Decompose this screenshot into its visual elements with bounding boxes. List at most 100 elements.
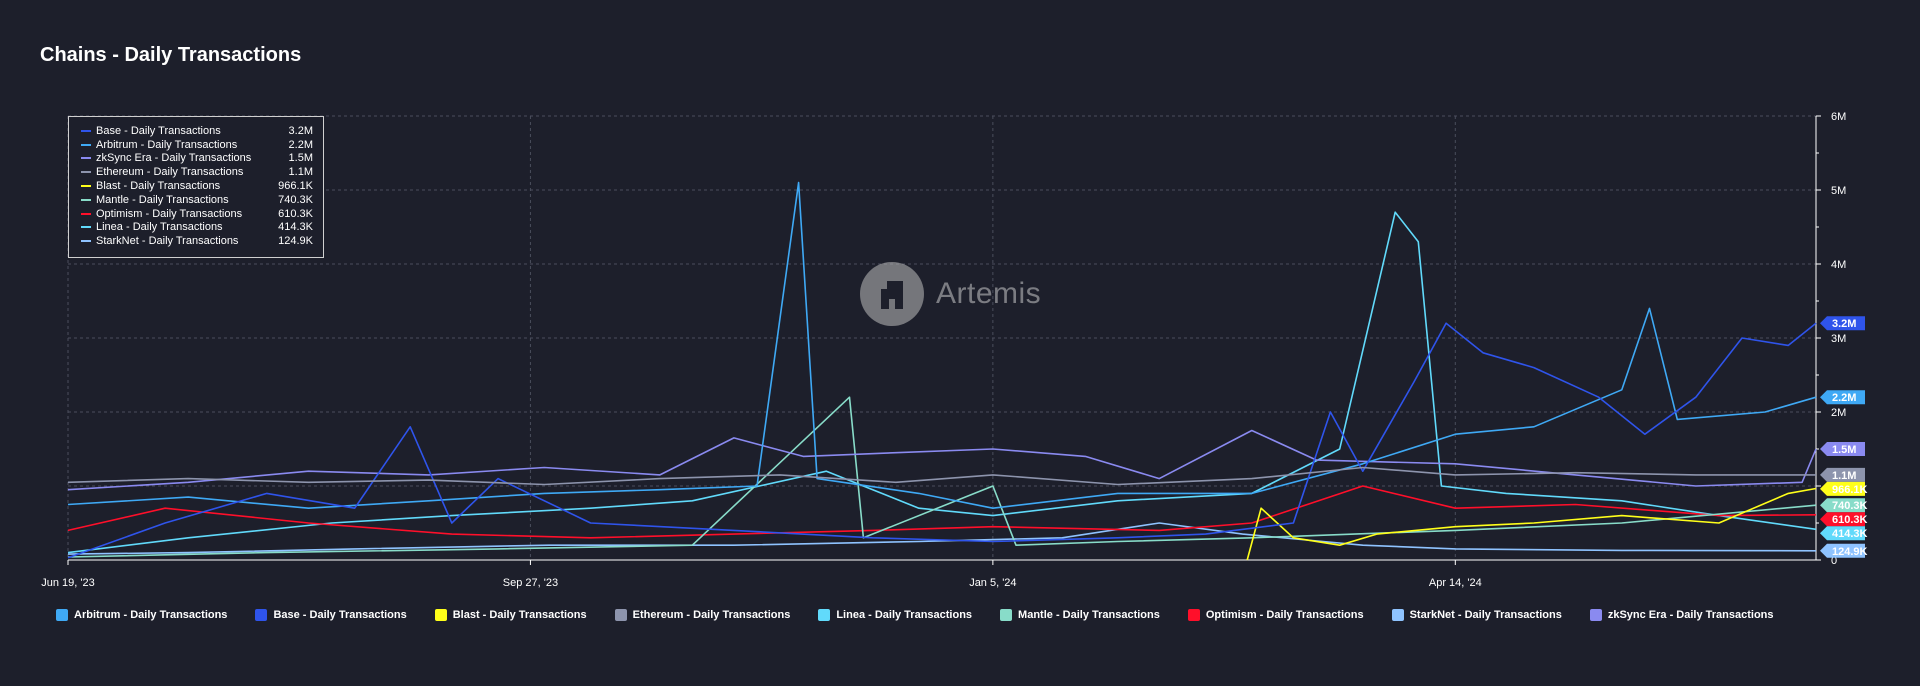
end-label-bg-optimism [1820,512,1865,527]
legend-label: Arbitrum - Daily Transactions [74,609,228,621]
legend-item[interactable]: Base - Daily Transactions [255,609,407,621]
end-label-optimism: 610.3K [1832,514,1868,526]
end-label-bg-arbitrum [1820,390,1865,405]
legend-item[interactable]: Optimism - Daily Transactions [1187,609,1364,621]
tooltip-swatch [81,157,91,160]
tooltip-value: 740.3K [278,193,313,206]
tooltip-value: 1.1M [288,166,313,179]
chart-title: Chains - Daily Transactions [40,44,302,66]
series-line-ethereum [67,466,1816,486]
tooltip-swatch [81,212,91,215]
y-tick-label: 4M [1831,259,1846,271]
series-line-arbitrum [67,181,1817,510]
tooltip-swatch [81,240,91,243]
artemis-logo-icon [860,262,924,326]
tooltip-row: Arbitrum - Daily Transactions 2.2M [81,138,313,152]
x-tick-label: Jan 5, '24 [969,577,1016,589]
legend-item[interactable]: Ethereum - Daily Transactions [614,609,791,621]
legend-label: zkSync Era - Daily Transactions [1607,609,1774,621]
tooltip-swatch [81,129,91,132]
legend-item[interactable]: zkSync Era - Daily Transactions [1589,609,1774,621]
watermark-text: Artemis [936,277,1042,310]
legend-label: Mantle - Daily Transactions [1018,609,1160,621]
legend-item[interactable]: Arbitrum - Daily Transactions [56,609,227,621]
legend-swatch [56,609,68,621]
end-label-ethereum: 1.1M [1832,470,1856,482]
tooltip-row: Mantle - Daily Transactions 740.3K [81,193,313,207]
tooltip-swatch [81,226,91,229]
end-label-blast: 966.1K [1832,484,1868,496]
y-tick-label: 0 [1831,555,1837,567]
legend-item[interactable]: Mantle - Daily Transactions [1000,609,1160,621]
tooltip-row: Blast - Daily Transactions 966.1K [81,179,313,193]
end-label-linea: 414.3K [1832,528,1868,540]
y-tick-label: 2M [1831,407,1846,419]
tooltip-value: 610.3K [278,207,313,220]
legend-label: Optimism - Daily Transactions [1205,609,1364,621]
legend-swatch [614,609,627,621]
legend-item[interactable]: StarkNet - Daily Transactions [1391,609,1562,621]
legend-swatch [1000,609,1013,621]
series-line-base [67,322,1817,559]
tooltip-swatch [81,185,91,188]
watermark: Artemis [860,262,1041,326]
tooltip-row: zkSync Era - Daily Transactions 1.5M [81,152,313,166]
end-label-base: 3.2M [1832,318,1856,330]
tooltip-label: Arbitrum - Daily Transactions [96,138,238,151]
end-label-bg-mantle [1820,498,1865,513]
series-line-starknet [67,522,1817,555]
tooltip-label: Mantle - Daily Transactions [96,193,229,206]
end-label-zksync-era: 1.5M [1832,444,1856,456]
legend-label: Blast - Daily Transactions [452,609,587,621]
tooltip-label: Optimism - Daily Transactions [96,207,243,220]
tooltip-value: 3.2M [288,124,313,137]
tooltip-row: Ethereum - Daily Transactions 1.1M [81,165,313,179]
legend-label: Ethereum - Daily Transactions [632,609,791,621]
end-label-arbitrum: 2.2M [1832,392,1856,404]
end-label-starknet: 124.9K [1832,546,1868,558]
end-label-bg-starknet [1820,543,1865,558]
legend-label: Linea - Daily Transactions [836,609,973,621]
x-tick-label: Apr 14, '24 [1429,577,1482,589]
tooltip-row: StarkNet - Daily Transactions 124.9K [81,234,313,248]
tooltip-swatch [81,198,91,201]
tooltip-label: Base - Daily Transactions [96,124,221,137]
legend-swatch [1187,609,1200,621]
tooltip-swatch [81,171,91,174]
tooltip-value: 2.2M [288,138,313,151]
legend-item[interactable]: Linea - Daily Transactions [818,609,972,621]
legend-swatch [434,609,447,621]
y-tick-label: 3M [1831,333,1846,345]
tooltip-label: zkSync Era - Daily Transactions [96,152,252,165]
tooltip-row: Optimism - Daily Transactions 610.3K [81,207,313,221]
tooltip-row: Base - Daily Transactions 3.2M [81,124,313,138]
tooltip-swatch [81,143,91,146]
tooltip-label: Ethereum - Daily Transactions [96,166,244,179]
series-line-linea [67,211,1817,554]
legend-item[interactable]: Blast - Daily Transactions [434,609,587,621]
x-tick-label: Jun 19, '23 [41,577,94,589]
tooltip-label: Linea - Daily Transactions [96,221,223,234]
tooltip-value: 1.5M [288,152,313,165]
series-line-blast [1246,487,1817,561]
legend-swatch [1589,609,1602,621]
end-label-bg-blast [1820,481,1865,496]
end-label-bg-base [1820,316,1865,331]
tooltip-panel: Base - Daily Transactions 3.2M Arbitrum - … [68,116,324,258]
tooltip-value: 124.9K [278,235,313,248]
series-line-mantle [67,396,1817,558]
tooltip-label: Blast - Daily Transactions [96,180,221,193]
tooltip-value: 966.1K [278,180,313,193]
legend-swatch [255,609,268,621]
end-label-bg-linea [1820,526,1865,541]
tooltip-label: StarkNet - Daily Transactions [96,235,239,248]
legend-label: Base - Daily Transactions [273,609,407,621]
end-label-bg-ethereum [1820,467,1865,482]
tooltip-value: 414.3K [278,221,313,234]
series-line-zksync-era [67,429,1817,491]
y-tick-label: 6M [1831,111,1846,123]
legend-swatch [818,609,831,621]
x-tick-label: Sep 27, '23 [503,577,558,589]
tooltip-row: Linea - Daily Transactions 414.3K [81,221,313,235]
